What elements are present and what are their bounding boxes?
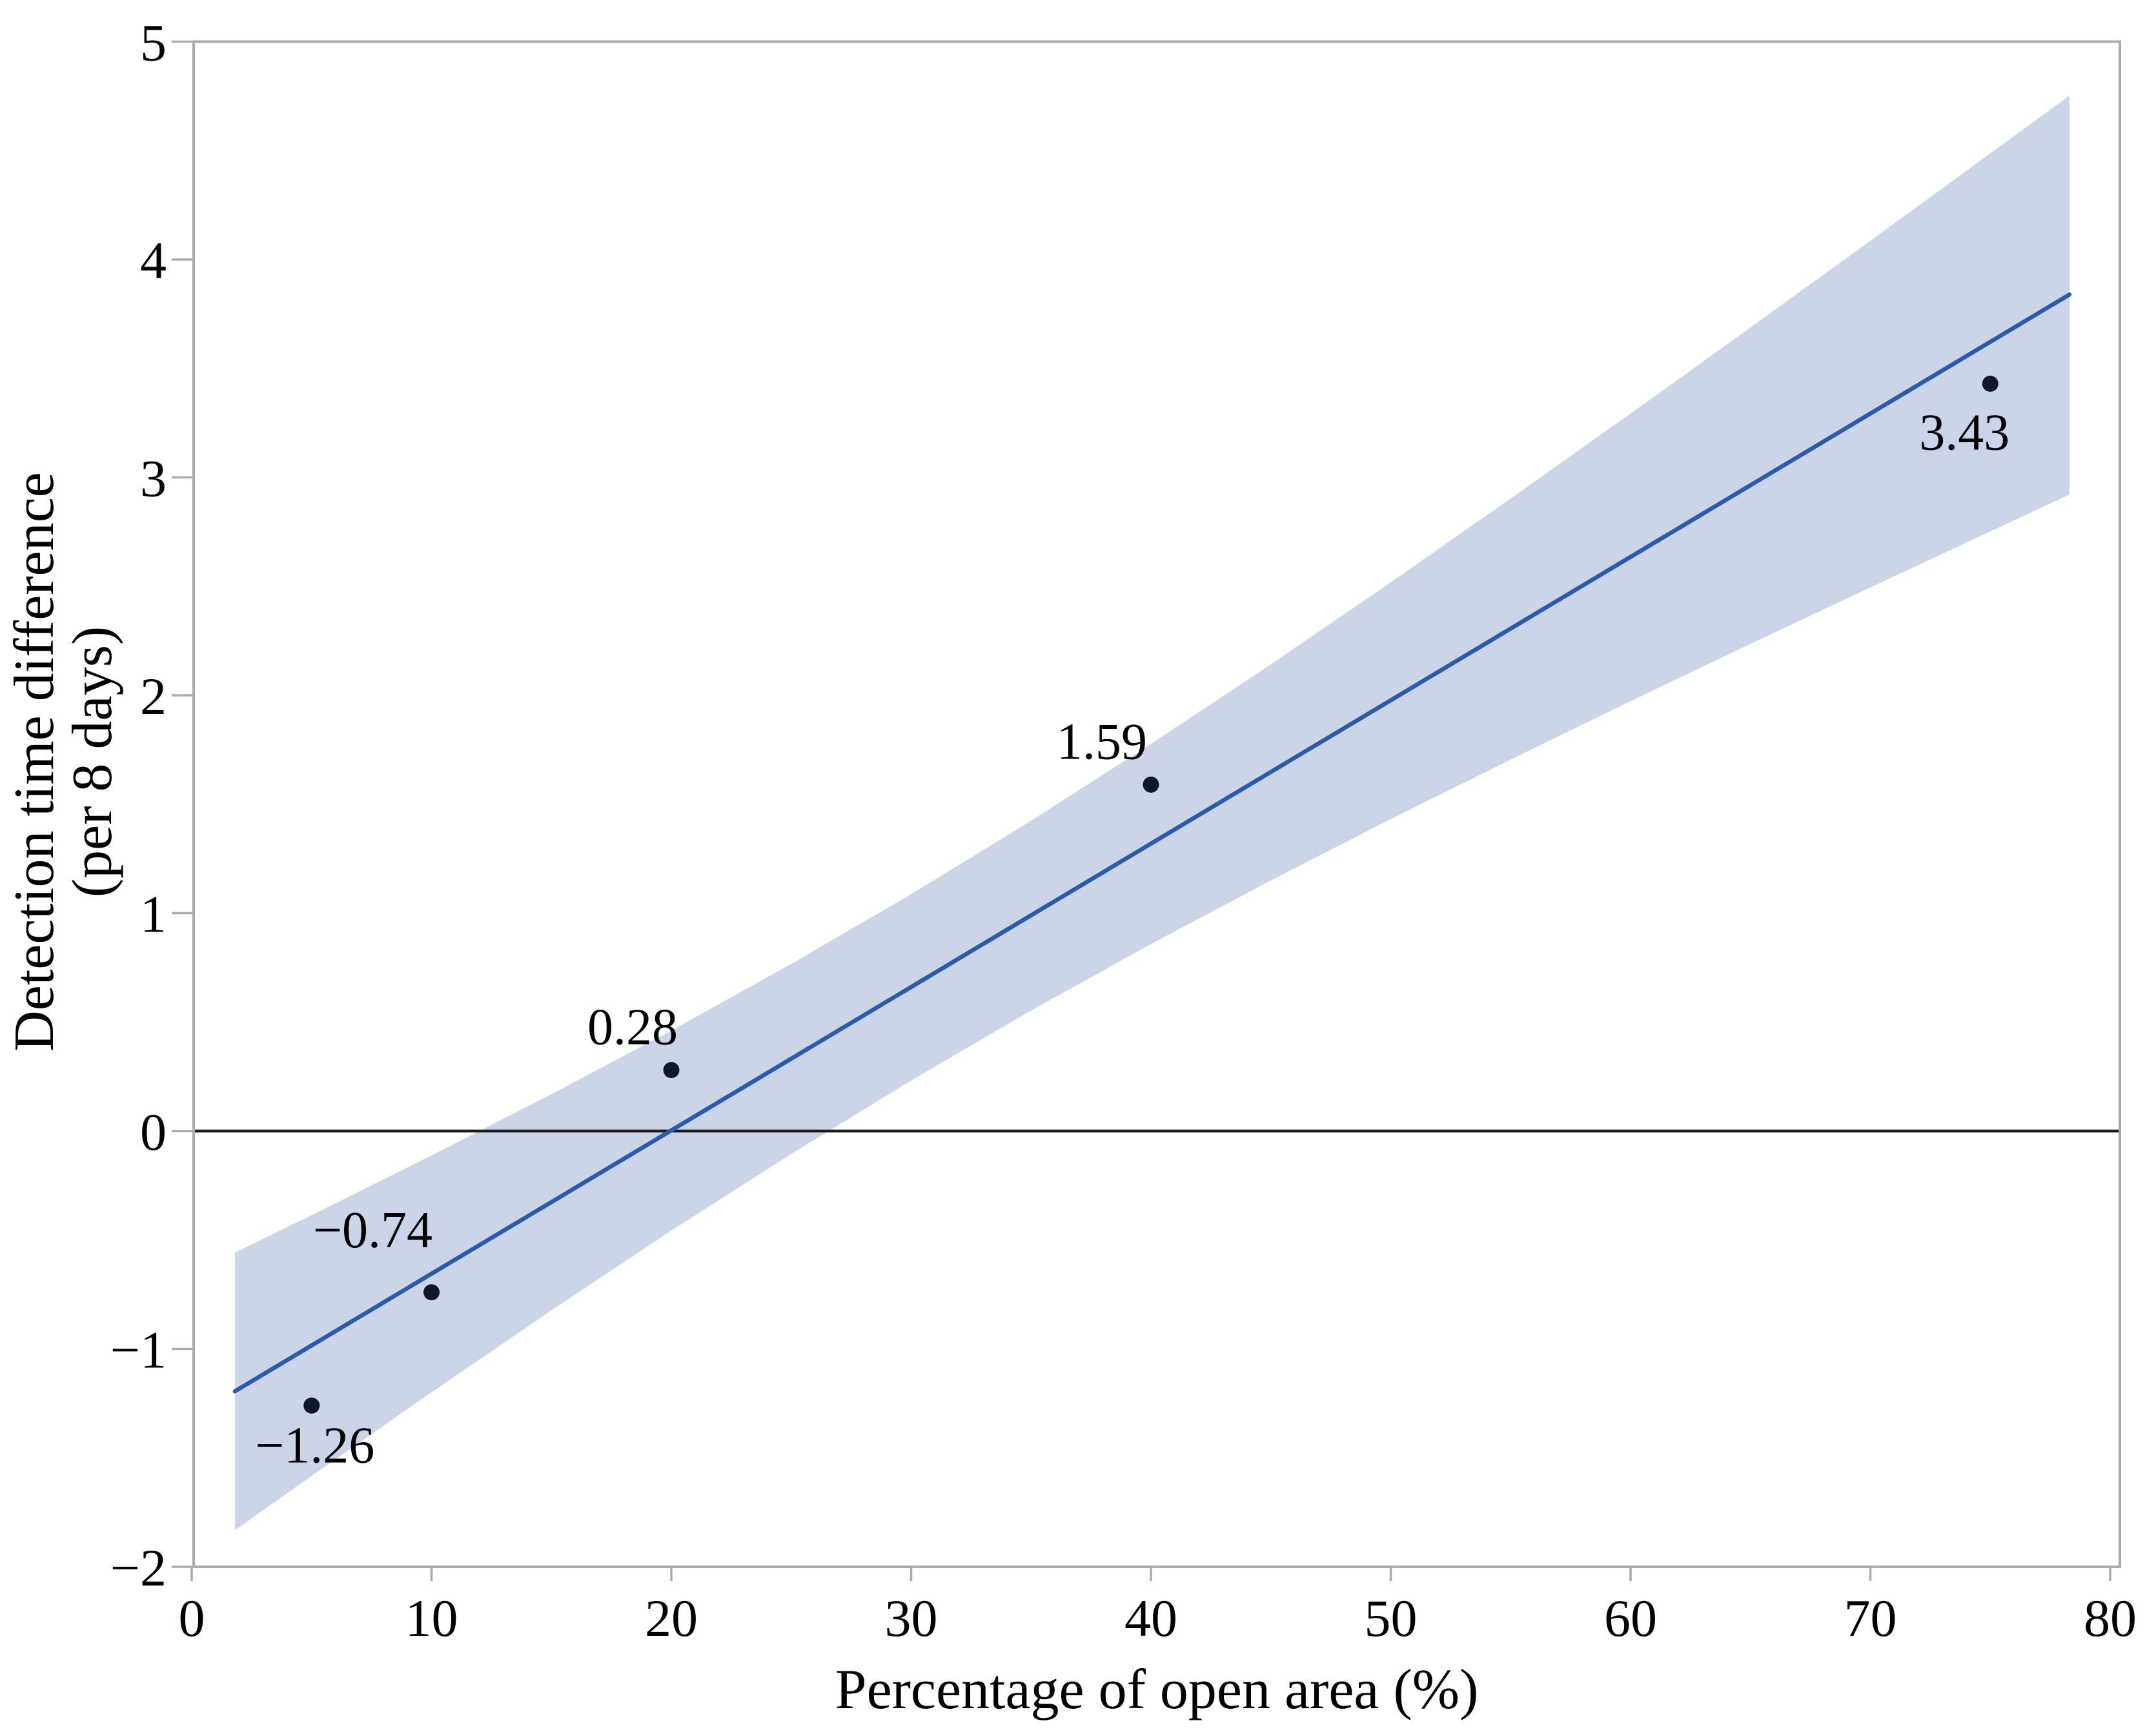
x-axis-tick-label: 0	[179, 1589, 205, 1647]
y-axis-title-line1: Detection time difference	[3, 472, 66, 1052]
x-axis-tick-label: 30	[885, 1589, 938, 1647]
data-point	[303, 1397, 320, 1414]
regression-line	[232, 292, 2072, 1394]
data-point-label: 1.59	[1057, 713, 1147, 770]
data-point	[663, 1062, 680, 1078]
x-axis-tick-label: 70	[1844, 1589, 1897, 1647]
y-axis-tick-label: −1	[110, 1321, 167, 1380]
x-axis-tick-label: 10	[405, 1589, 458, 1647]
y-axis-tick-label: 0	[140, 1103, 167, 1161]
x-axis-tick-label: 20	[645, 1589, 698, 1647]
data-point-label: −1.26	[255, 1417, 374, 1474]
y-axis-tick-label: 2	[140, 667, 167, 726]
y-axis-tick-label: 3	[140, 449, 167, 508]
x-axis-tick-label: 40	[1124, 1589, 1177, 1647]
y-axis-tick-label: 4	[140, 231, 167, 290]
y-axis-title-line2: (per 8 days)	[61, 626, 124, 897]
x-axis-tick-label: 60	[1604, 1589, 1657, 1647]
y-axis-tick-label: 1	[140, 885, 167, 944]
y-axis-tick-label: −2	[110, 1538, 167, 1597]
data-point-label: −0.74	[313, 1202, 432, 1259]
data-point	[1143, 776, 1159, 793]
data-point-label: 0.28	[587, 999, 678, 1056]
plot-border	[192, 40, 2121, 1568]
x-axis-tick-label: 80	[2084, 1589, 2137, 1647]
x-axis-tick-label: 50	[1365, 1589, 1418, 1647]
data-point	[1982, 375, 1998, 392]
confidence-band	[234, 96, 2070, 1531]
data-point-label: 3.43	[1919, 404, 2009, 461]
y-axis-tick-label: 5	[140, 14, 167, 72]
data-point	[423, 1284, 440, 1301]
x-axis-title: Percentage of open area (%)	[835, 1658, 1479, 1721]
